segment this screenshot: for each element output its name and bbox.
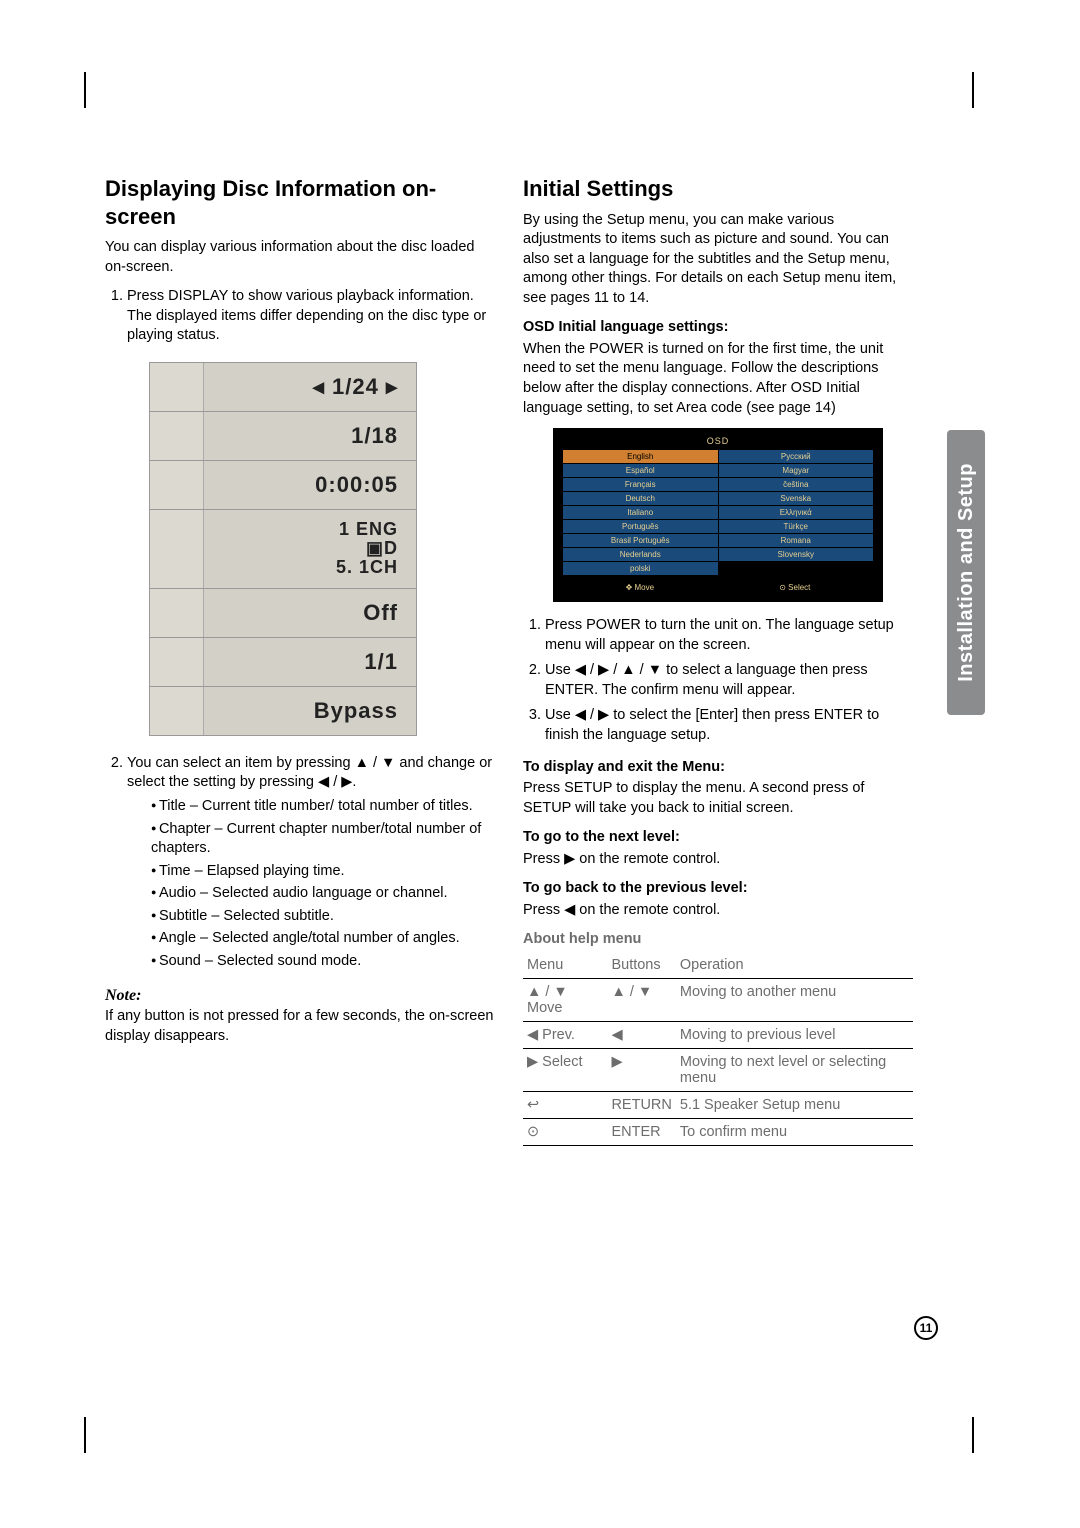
lang-option: Nederlands bbox=[563, 548, 718, 561]
lang-option: Türkçe bbox=[719, 520, 874, 533]
table-row: ◀ Prev.◀Moving to previous level bbox=[523, 1022, 913, 1049]
page-content: Displaying Disc Information on-screen Yo… bbox=[0, 0, 1080, 1226]
step-item: Use ◀ / ▶ to select the [Enter] then pre… bbox=[545, 706, 913, 745]
bullet-item: Title – Current title number/ total numb… bbox=[151, 797, 495, 817]
lang-option: Romana bbox=[719, 534, 874, 547]
lang-option: čeština bbox=[719, 478, 874, 491]
language-menu-figure: OSD EnglishРусскийEspañolMagyarFrançaisč… bbox=[553, 428, 883, 602]
osd-row: 1 ENG▣D5. 1CH bbox=[149, 509, 417, 588]
lang-option: polski bbox=[563, 562, 718, 575]
right-steps: Press POWER to turn the unit on. The lan… bbox=[523, 616, 913, 745]
left-steps: Press DISPLAY to show various playback i… bbox=[105, 287, 495, 971]
crop-mark bbox=[972, 1417, 974, 1453]
lang-option: Deutsch bbox=[563, 492, 718, 505]
bullet-item: Time – Elapsed playing time. bbox=[151, 862, 495, 882]
osd-row: ◂ 1/24 ▸ bbox=[149, 362, 417, 411]
table-row: ▶ Select▶Moving to next level or selecti… bbox=[523, 1049, 913, 1092]
lang-option: English bbox=[563, 450, 718, 463]
page-number: 11 bbox=[914, 1316, 938, 1340]
osd-row: Off bbox=[149, 588, 417, 637]
right-intro: By using the Setup menu, you can make va… bbox=[523, 211, 913, 309]
step-item: Use ◀ / ▶ / ▲ / ▼ to select a language t… bbox=[545, 661, 913, 700]
note-text: If any button is not pressed for a few s… bbox=[105, 1007, 495, 1046]
bullet-item: Subtitle – Selected subtitle. bbox=[151, 907, 495, 927]
table-row: ↩RETURN5.1 Speaker Setup menu bbox=[523, 1092, 913, 1119]
left-column: Displaying Disc Information on-screen Yo… bbox=[105, 175, 495, 1146]
lang-grid: EnglishРусскийEspañolMagyarFrançaisčešti… bbox=[563, 450, 873, 575]
table-header: Buttons bbox=[607, 952, 675, 979]
lang-option: Português bbox=[563, 520, 718, 533]
bullet-item: Audio – Selected audio language or chann… bbox=[151, 884, 495, 904]
table-row: ▲ / ▼ Move▲ / ▼Moving to another menu bbox=[523, 979, 913, 1022]
lang-option: Svenska bbox=[719, 492, 874, 505]
step-item: Press POWER to turn the unit on. The lan… bbox=[545, 616, 913, 655]
osd-lang-heading: OSD Initial language settings: bbox=[523, 318, 913, 338]
lang-option: Slovensky bbox=[719, 548, 874, 561]
osd-lang-text: When the POWER is turned on for the firs… bbox=[523, 340, 913, 418]
osd-display-figure: ◂ 1/24 ▸1/180:00:051 ENG▣D5. 1CHOff1/1By… bbox=[149, 362, 417, 736]
next-level-text: Press ▶ on the remote control. bbox=[523, 850, 913, 870]
lang-option: Français bbox=[563, 478, 718, 491]
lang-option bbox=[719, 562, 874, 575]
left-intro: You can display various information abou… bbox=[105, 238, 495, 277]
next-level-heading: To go to the next level: bbox=[523, 828, 913, 848]
osd-row: 1/1 bbox=[149, 637, 417, 686]
table-row: ⊙ENTERTo confirm menu bbox=[523, 1119, 913, 1146]
right-column: Initial Settings By using the Setup menu… bbox=[523, 175, 913, 1146]
lang-option: Español bbox=[563, 464, 718, 477]
prev-level-text: Press ◀ on the remote control. bbox=[523, 901, 913, 921]
left-heading: Displaying Disc Information on-screen bbox=[105, 175, 495, 230]
display-menu-heading: To display and exit the Menu: bbox=[523, 758, 913, 778]
osd-row: 1/18 bbox=[149, 411, 417, 460]
bullet-list: Title – Current title number/ total numb… bbox=[133, 797, 495, 972]
lang-option: Italiano bbox=[563, 506, 718, 519]
crop-mark bbox=[84, 1417, 86, 1453]
lang-option: Ελληνικά bbox=[719, 506, 874, 519]
note-heading: Note: bbox=[105, 987, 495, 1005]
step-2: You can select an item by pressing ▲ / ▼… bbox=[127, 754, 495, 972]
bullet-item: Angle – Selected angle/total number of a… bbox=[151, 929, 495, 949]
display-menu-text: Press SETUP to display the menu. A secon… bbox=[523, 779, 913, 818]
right-heading: Initial Settings bbox=[523, 175, 913, 203]
osd-row: 0:00:05 bbox=[149, 460, 417, 509]
lang-option: Русский bbox=[719, 450, 874, 463]
table-header: Operation bbox=[676, 952, 913, 979]
section-tab: Installation and Setup bbox=[947, 430, 985, 715]
bullet-item: Chapter – Current chapter number/total n… bbox=[151, 820, 495, 859]
step-1: Press DISPLAY to show various playback i… bbox=[127, 287, 495, 736]
bullet-item: Sound – Selected sound mode. bbox=[151, 952, 495, 972]
table-header: Menu bbox=[523, 952, 607, 979]
lang-title: OSD bbox=[563, 436, 873, 446]
prev-level-heading: To go back to the previous level: bbox=[523, 879, 913, 899]
lang-footer: ✥ Move ⊙ Select bbox=[563, 583, 873, 592]
help-menu-table: MenuButtonsOperation ▲ / ▼ Move▲ / ▼Movi… bbox=[523, 952, 913, 1146]
osd-row: Bypass bbox=[149, 686, 417, 736]
lang-option: Brasil Português bbox=[563, 534, 718, 547]
lang-option: Magyar bbox=[719, 464, 874, 477]
help-menu-heading: About help menu bbox=[523, 930, 913, 950]
